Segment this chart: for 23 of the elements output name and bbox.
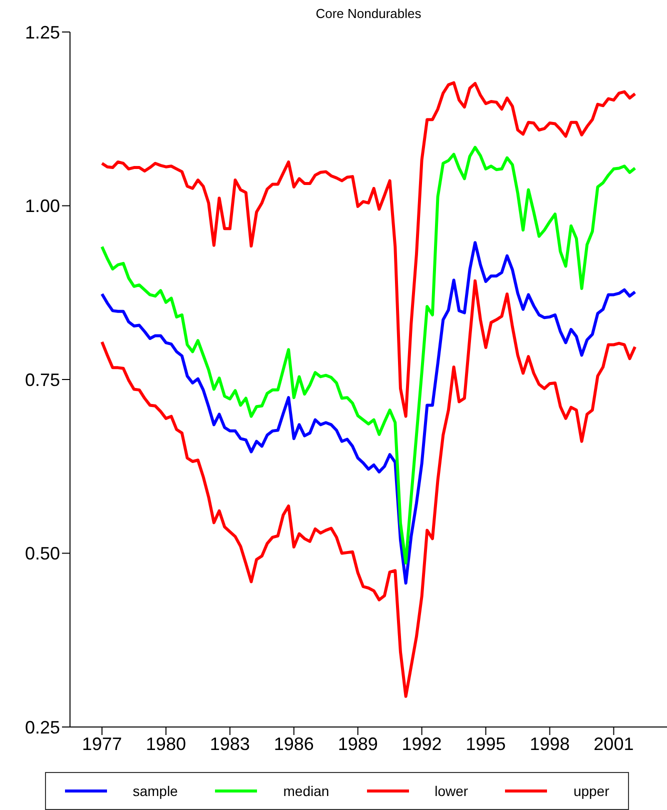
legend-label: median: [283, 783, 330, 799]
x-tick-label: 1977: [82, 734, 122, 754]
legend-label: upper: [573, 783, 610, 799]
x-tick-label: 1998: [530, 734, 570, 754]
x-tick-label: 1989: [338, 734, 378, 754]
x-tick-label: 1980: [146, 734, 186, 754]
x-tick-label: 1983: [210, 734, 250, 754]
line-series: [100, 146, 637, 564]
x-tick-label: 1986: [274, 734, 314, 754]
y-tick-label: 0.50: [24, 544, 60, 564]
y-tick-label: 1.00: [24, 196, 60, 216]
x-tick-label: 1992: [402, 734, 442, 754]
line-series: [100, 241, 637, 585]
legend-label: lower: [434, 783, 468, 799]
line-series: [100, 81, 637, 418]
x-tick-label: 1995: [466, 734, 506, 754]
legend-label: sample: [132, 783, 178, 799]
y-tick-label: 1.25: [24, 22, 60, 42]
y-tick-label: 0.25: [24, 717, 60, 738]
x-tick-label: 2001: [594, 734, 634, 754]
y-tick-label: 0.75: [24, 370, 60, 390]
line-series: [100, 279, 637, 698]
chart-title: Core Nondurables: [314, 6, 422, 21]
